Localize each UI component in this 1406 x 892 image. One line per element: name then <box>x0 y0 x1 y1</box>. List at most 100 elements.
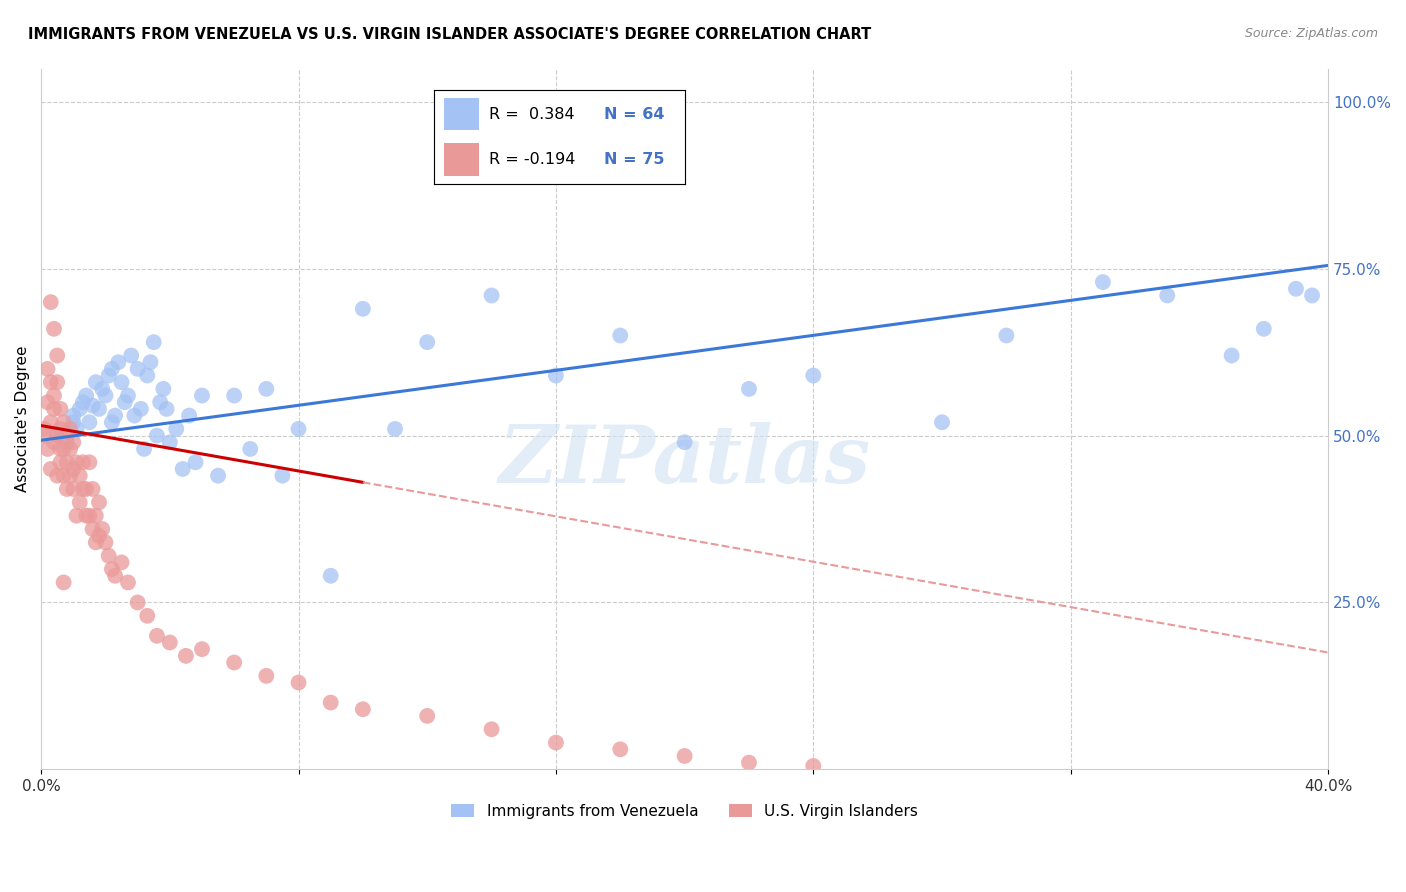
Text: Source: ZipAtlas.com: Source: ZipAtlas.com <box>1244 27 1378 40</box>
Point <box>65 455 87 469</box>
Point <box>117 575 139 590</box>
Point <box>287 422 309 436</box>
Point <box>56 435 79 450</box>
Point <box>42 401 65 416</box>
Point <box>172 462 194 476</box>
Point <box>62 435 84 450</box>
Point <box>117 388 139 402</box>
Point <box>56 455 79 469</box>
Point <box>801 759 824 773</box>
Point <box>94 388 117 402</box>
Point <box>239 442 262 456</box>
Point <box>46 349 69 363</box>
Point <box>72 395 94 409</box>
Point <box>69 468 91 483</box>
Point <box>738 382 761 396</box>
Point <box>931 415 953 429</box>
Text: IMMIGRANTS FROM VENEZUELA VS U.S. VIRGIN ISLANDER ASSOCIATE'S DEGREE CORRELATION: IMMIGRANTS FROM VENEZUELA VS U.S. VIRGIN… <box>28 27 872 42</box>
Point <box>82 482 104 496</box>
Point <box>124 409 146 423</box>
Point <box>287 675 309 690</box>
Point <box>49 455 72 469</box>
Point <box>319 568 342 582</box>
Point <box>254 669 277 683</box>
Point <box>142 335 165 350</box>
Point <box>136 368 159 383</box>
Point <box>136 608 159 623</box>
Point <box>165 422 187 436</box>
Point <box>481 288 503 302</box>
Point <box>87 401 110 416</box>
Point <box>179 409 201 423</box>
Point <box>52 442 75 456</box>
Point <box>155 401 177 416</box>
Point <box>110 555 132 569</box>
Point <box>104 568 127 582</box>
Point <box>42 388 65 402</box>
Point <box>65 422 87 436</box>
Point <box>37 395 59 409</box>
Point <box>87 529 110 543</box>
Point <box>62 415 84 429</box>
Point <box>738 756 761 770</box>
Point <box>319 696 342 710</box>
Point <box>87 495 110 509</box>
Point <box>120 349 142 363</box>
Point <box>110 375 132 389</box>
Point <box>62 409 84 423</box>
Point <box>49 401 72 416</box>
Point <box>97 549 120 563</box>
Point <box>101 362 124 376</box>
Point <box>39 375 62 389</box>
Point <box>1220 349 1243 363</box>
Point <box>801 368 824 383</box>
Point <box>114 395 136 409</box>
Point <box>46 468 69 483</box>
Point <box>39 462 62 476</box>
Point <box>69 401 91 416</box>
Point <box>352 301 374 316</box>
Point <box>75 388 97 402</box>
Point <box>59 422 82 436</box>
Point <box>544 736 567 750</box>
Point <box>139 355 162 369</box>
Point <box>97 368 120 383</box>
Point <box>91 382 114 396</box>
Point <box>104 409 127 423</box>
Point <box>127 362 149 376</box>
Point <box>544 368 567 383</box>
Point <box>82 399 104 413</box>
Point <box>673 435 696 450</box>
Point <box>1253 322 1275 336</box>
Point <box>34 422 56 436</box>
Point <box>673 748 696 763</box>
Point <box>129 401 152 416</box>
Point <box>1156 288 1178 302</box>
Point <box>352 702 374 716</box>
Point <box>62 462 84 476</box>
Y-axis label: Associate's Degree: Associate's Degree <box>15 346 30 492</box>
Point <box>39 295 62 310</box>
Point <box>42 435 65 450</box>
Point <box>46 428 69 442</box>
Point <box>42 322 65 336</box>
Point <box>254 382 277 396</box>
Point <box>79 508 101 523</box>
Point <box>1285 282 1308 296</box>
Point <box>59 442 82 456</box>
Point <box>101 415 124 429</box>
Point <box>69 495 91 509</box>
Point <box>34 428 56 442</box>
Point <box>481 723 503 737</box>
Point <box>152 382 174 396</box>
Point <box>159 435 181 450</box>
Point <box>127 595 149 609</box>
Point <box>39 415 62 429</box>
Point <box>609 328 631 343</box>
Point <box>62 482 84 496</box>
Point <box>49 422 72 436</box>
Point <box>101 562 124 576</box>
Point <box>149 395 172 409</box>
Point <box>107 355 129 369</box>
Point <box>384 422 406 436</box>
